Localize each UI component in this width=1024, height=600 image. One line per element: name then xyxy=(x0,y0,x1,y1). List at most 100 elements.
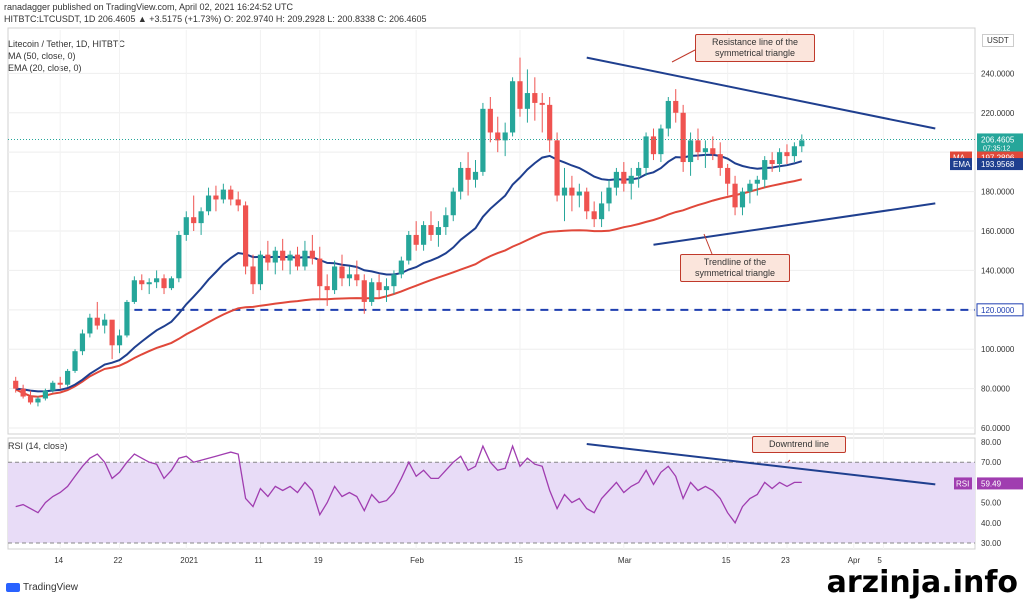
candle-body xyxy=(213,195,219,200)
candle-body xyxy=(87,317,93,334)
bar-countdown-label: 07:35:12 xyxy=(983,145,1010,152)
candle-body xyxy=(27,396,34,403)
ma-value-label-tag: MA xyxy=(953,154,966,163)
price-tick-label: 60.0000 xyxy=(981,424,1010,433)
ohlc-line: HITBTC:LTCUSDT, 1D 206.4605 ▲ +3.5175 (+… xyxy=(4,14,427,24)
candle-body xyxy=(435,227,442,235)
candles-group xyxy=(13,57,805,407)
time-tick-label: 19 xyxy=(314,556,323,565)
candle-body xyxy=(665,100,671,129)
tradingview-logo[interactable]: TradingView xyxy=(6,582,78,593)
candle-body xyxy=(495,132,501,141)
candle-body xyxy=(509,81,516,133)
candle-body xyxy=(257,254,264,285)
candle-body xyxy=(598,203,605,220)
candle-body xyxy=(628,175,634,184)
candle-body xyxy=(383,286,390,291)
candle-body xyxy=(94,317,100,326)
candle-body xyxy=(762,160,768,180)
ma-legend: MA (50, close, 0) xyxy=(8,51,76,61)
candle-body xyxy=(250,266,256,285)
candle-body xyxy=(517,81,523,109)
resistance-annotation-pointer xyxy=(671,49,696,63)
ema-value-label-tag: EMA xyxy=(953,160,971,169)
candle-body xyxy=(13,380,19,389)
candle-body xyxy=(606,187,612,204)
candle-body xyxy=(702,148,708,153)
rsi-tick-label: 30.00 xyxy=(981,539,1002,548)
rsi-tag-box xyxy=(954,477,972,490)
candle-body xyxy=(309,250,315,259)
candle-body xyxy=(472,171,479,180)
candle-body xyxy=(695,140,701,153)
chart-title: Litecoin / Tether, 1D, HITBTC xyxy=(8,39,125,49)
candle-body xyxy=(50,382,56,391)
last-price-label: 206.4605 xyxy=(981,135,1015,144)
tradingview-logo-icon xyxy=(6,582,20,592)
candle-body xyxy=(183,217,189,235)
candle-body xyxy=(673,100,679,113)
candle-body xyxy=(146,282,152,285)
tradingview-logo-text: TradingView xyxy=(23,582,79,593)
currency-badge[interactable]: USDT xyxy=(982,34,1014,47)
ema-value-label: 193.9568 xyxy=(981,160,1015,169)
time-tick-label: 5 xyxy=(877,556,882,565)
candle-body xyxy=(361,280,367,302)
time-tick-label: 23 xyxy=(781,556,790,565)
time-tick-label: Mar xyxy=(618,556,632,565)
candle-body xyxy=(168,278,175,289)
candle-body xyxy=(754,179,760,184)
candle-body xyxy=(450,191,456,216)
candle-body xyxy=(487,108,493,133)
candle-body xyxy=(524,93,531,109)
candle-body xyxy=(621,171,627,184)
time-tick-label: 14 xyxy=(54,556,63,565)
rsi-downtrend-line xyxy=(586,443,936,486)
rsi-tick-label: 40.00 xyxy=(981,519,1002,528)
candle-body xyxy=(220,189,226,200)
candle-body xyxy=(139,280,145,285)
downtrend-annotation: Downtrend line xyxy=(752,436,846,453)
candle-body xyxy=(747,183,753,192)
candle-body xyxy=(205,195,212,212)
candle-body xyxy=(72,351,78,371)
rsi-tick-label: 80.00 xyxy=(981,438,1002,447)
candle-body xyxy=(799,140,805,147)
candle-body xyxy=(413,234,419,245)
candle-body xyxy=(243,205,249,267)
candle-body xyxy=(287,254,293,261)
candle-body xyxy=(443,215,449,228)
resistance-annotation: Resistance line of the symmetrical trian… xyxy=(695,34,815,62)
ema20-line xyxy=(15,153,803,393)
candle-body xyxy=(124,301,130,336)
support-level-label-box xyxy=(976,303,1024,317)
candle-body xyxy=(769,160,775,164)
chart-legend: Litecoin / Tether, 1D, HITBTC MA (50, cl… xyxy=(8,38,125,74)
candle-body xyxy=(198,211,204,224)
resistance-line xyxy=(586,56,936,130)
time-tick-label: 2021 xyxy=(180,556,198,565)
candle-body xyxy=(784,152,790,157)
candle-body xyxy=(346,274,353,279)
candle-body xyxy=(710,148,716,155)
candle-body xyxy=(154,278,160,283)
candle-body xyxy=(465,167,471,180)
candle-body xyxy=(561,187,568,196)
candle-body xyxy=(732,183,738,208)
candle-body xyxy=(332,266,338,291)
candle-body xyxy=(680,112,686,163)
candle-body xyxy=(272,250,278,263)
price-tick-label: 160.0000 xyxy=(981,227,1015,236)
time-tick-label: 22 xyxy=(114,556,123,565)
candle-body xyxy=(739,191,746,208)
ema-value-label-tag-box xyxy=(950,158,972,171)
trendline-annotation-pointer xyxy=(703,233,713,255)
candle-body xyxy=(613,171,619,188)
support-level-label: 120.0000 xyxy=(981,306,1015,315)
rsi-tick-label: 50.00 xyxy=(981,499,1002,508)
candle-body xyxy=(569,187,575,196)
ema-legend: EMA (20, close, 0) xyxy=(8,63,82,73)
candle-body xyxy=(339,266,345,279)
candle-body xyxy=(391,274,397,287)
